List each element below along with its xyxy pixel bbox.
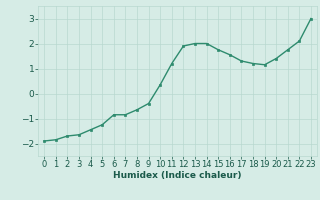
X-axis label: Humidex (Indice chaleur): Humidex (Indice chaleur) — [113, 171, 242, 180]
